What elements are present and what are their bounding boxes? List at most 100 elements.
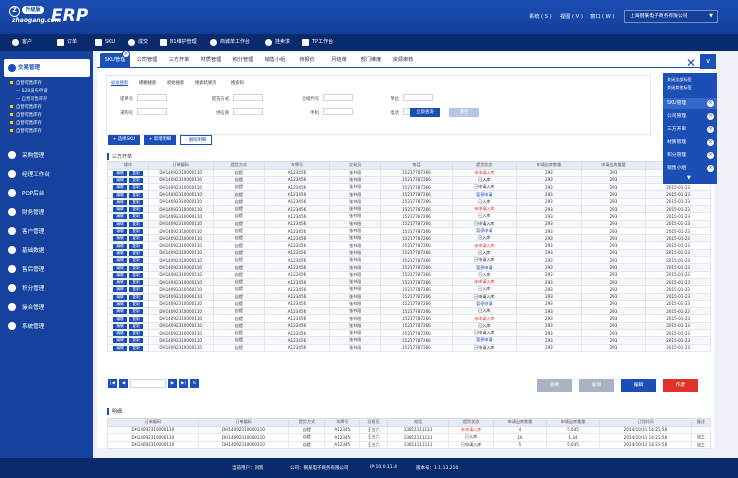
sidebar-item-points[interactable]: 积分管理 <box>8 284 44 292</box>
row-copy-button[interactable]: 复制 <box>128 243 143 249</box>
close-icon[interactable]: × <box>707 139 714 146</box>
table-row[interactable]: 编辑 复制 DH14092310000110 自提 A123456 张书阳 15217787… <box>107 219 711 228</box>
bill-no-input[interactable] <box>137 94 167 101</box>
row-edit-button[interactable]: 编辑 <box>112 338 127 344</box>
column-header[interactable]: 备注 <box>690 418 712 427</box>
reset-button[interactable]: 清空 <box>449 108 479 117</box>
row-copy-button[interactable]: 复制 <box>128 236 143 241</box>
dropdown-item[interactable]: 销售小组 × <box>663 163 717 174</box>
nav-customer[interactable]: 客户 <box>12 38 32 47</box>
row-edit-button[interactable]: 编辑 <box>112 214 127 220</box>
table-row[interactable]: 编辑 复制 DH14092310000110 自提 A123456 张书阳 15217787… <box>107 263 711 272</box>
column-header[interactable]: 订单编码 <box>197 418 290 427</box>
mobile-input[interactable] <box>323 108 353 115</box>
tab-material[interactable]: 材质管理 <box>200 57 222 63</box>
row-edit-button[interactable]: 编辑 <box>112 345 127 351</box>
select-sku-button[interactable]: + 选择SKU <box>108 135 140 145</box>
dropdown-item[interactable]: 三方开单 × <box>663 124 717 135</box>
table-row[interactable]: 编辑 复制 DH14092310000110 自提 A123456 张书阳 15217787… <box>107 329 711 338</box>
add-detail-button[interactable]: + 新增明细 <box>144 135 176 145</box>
close-icon[interactable]: × <box>707 126 714 133</box>
column-header[interactable]: 申请出库重量 <box>580 161 647 170</box>
row-copy-button[interactable]: 复制 <box>128 309 143 314</box>
row-edit-button[interactable]: 编辑 <box>112 207 127 212</box>
view-button[interactable]: 查看 <box>537 379 572 392</box>
table-row[interactable]: DH14092310000110 DH14092310000110 自提 A12345… <box>107 425 712 434</box>
sidebar-sub-item[interactable]: — 自营可售库存 <box>16 97 48 102</box>
row-edit-button[interactable]: 编辑 <box>112 301 127 307</box>
sidebar-item-customer[interactable]: 客户管理 <box>8 227 44 235</box>
row-edit-button[interactable]: 编辑 <box>112 331 127 336</box>
table-row[interactable]: 编辑 复制 DH14092310000110 自提 A123456 张书阳 15217787… <box>107 314 711 323</box>
row-edit-button[interactable]: 编辑 <box>112 199 127 205</box>
row-edit-button[interactable]: 编辑 <box>112 243 127 249</box>
row-edit-button[interactable]: 编辑 <box>112 265 127 271</box>
row-copy-button[interactable]: 复制 <box>128 185 143 190</box>
column-header[interactable]: 交易员 <box>359 418 388 427</box>
add-button[interactable]: 新增 <box>579 379 614 392</box>
close-all-icon[interactable]: ✕ <box>686 56 697 70</box>
tab-thirdparty[interactable]: 三方开单 <box>168 57 190 63</box>
row-edit-button[interactable]: 编辑 <box>112 221 127 227</box>
pickup-way-input[interactable] <box>233 94 263 101</box>
company-select[interactable]: 上海钢某电子商务有限公司 ▼ <box>624 10 718 23</box>
row-edit-button[interactable]: 编辑 <box>112 309 127 314</box>
sidebar-sub-item[interactable]: — B2B发布申请 <box>16 89 48 94</box>
column-header[interactable]: 电话 <box>380 161 453 170</box>
nav-mall[interactable]: 商城单工作台 <box>210 38 250 47</box>
close-icon[interactable]: × <box>707 165 714 172</box>
column-header[interactable]: 车牌号 <box>324 418 361 427</box>
row-copy-button[interactable]: 复制 <box>128 280 143 285</box>
row-copy-button[interactable]: 复制 <box>128 323 143 329</box>
column-header[interactable]: 订货时间 <box>598 418 692 427</box>
row-copy-button[interactable]: 复制 <box>128 207 143 212</box>
table-row[interactable]: 编辑 复制 DH14092310000110 自提 A123456 张书阳 15217787… <box>107 256 711 265</box>
search-tab-result[interactable]: 搜索结果页 <box>195 81 217 86</box>
column-header[interactable]: 申请出库数量 <box>516 161 582 170</box>
column-header[interactable]: 申请出库重量 <box>545 418 600 427</box>
table-row[interactable]: 编辑 复制 DH14092310000110 自提 A123456 张书阳 15217787… <box>107 248 711 258</box>
table-row[interactable]: 编辑 复制 DH14092310000110 自提 A123456 张书阳 15217787… <box>107 241 711 250</box>
table-row[interactable]: 编辑 复制 DH14092310000110 自提 A123456 张书阳 15217787… <box>107 168 711 177</box>
last-page-icon[interactable]: ▶| <box>179 379 188 388</box>
sidebar-item-pop[interactable]: POP后台 <box>8 189 44 197</box>
row-copy-button[interactable]: 复制 <box>128 345 143 351</box>
column-header[interactable]: 交易员 <box>328 161 382 170</box>
table-row[interactable]: 编辑 复制 DH14092310000110 自提 A123456 张书阳 15217787… <box>107 336 711 345</box>
table-row[interactable]: 编辑 复制 DH14092310000110 自提 A123456 张书阳 15217787… <box>107 307 711 316</box>
search-tab-code[interactable]: 搜索码 <box>231 81 244 86</box>
row-copy-button[interactable]: 复制 <box>128 258 143 263</box>
close-other-tabs[interactable]: 关闭其他标签 <box>667 85 692 90</box>
row-copy-button[interactable]: 复制 <box>128 294 143 300</box>
table-row[interactable]: 编辑 复制 DH14092310000110 自提 A123456 张书阳 15217787… <box>107 190 711 199</box>
tab-points[interactable]: 积分管理 <box>232 57 254 63</box>
row-edit-button[interactable]: 编辑 <box>112 185 127 190</box>
sidebar-item-ops[interactable]: 操合管理 <box>8 303 44 311</box>
table-row[interactable]: 编辑 复制 DH14092310000110 自提 A123456 张书阳 15217787… <box>107 321 711 331</box>
search-tab-standard[interactable]: 标准搜索 <box>111 81 129 86</box>
search-button[interactable]: 立即查询 <box>410 108 440 117</box>
column-header[interactable]: 提货状态 <box>448 418 494 427</box>
row-copy-button[interactable]: 复制 <box>128 250 143 256</box>
table-row[interactable]: 编辑 复制 DH14092310000110 自提 A123456 张书阳 15217787… <box>107 343 711 352</box>
table-row[interactable]: 编辑 复制 DH14092310000110 自提 A123456 张书阳 15217787… <box>107 226 711 236</box>
close-icon[interactable]: × <box>707 113 714 120</box>
column-header[interactable]: 提货状态 <box>451 161 518 170</box>
edit-button[interactable]: 编辑 <box>621 379 656 392</box>
row-edit-button[interactable]: 编辑 <box>112 316 127 322</box>
row-copy-button[interactable]: 复制 <box>128 192 143 198</box>
table-row[interactable]: 编辑 复制 DH14092310000110 自提 A123456 张书阳 15217787… <box>107 292 711 301</box>
row-copy-button[interactable]: 复制 <box>128 316 143 322</box>
tab-monthly[interactable]: 月结单 <box>331 57 347 63</box>
row-copy-button[interactable]: 复制 <box>128 265 143 271</box>
close-icon[interactable]: × <box>707 152 714 159</box>
column-header[interactable]: 电话 <box>386 418 450 427</box>
row-edit-button[interactable]: 编辑 <box>112 294 127 300</box>
column-header[interactable]: 操作 <box>107 161 149 170</box>
column-header[interactable]: 订单编码 <box>147 161 214 170</box>
close-all-tabs[interactable]: 关闭全部标签 <box>667 77 692 82</box>
row-edit-button[interactable]: 编辑 <box>112 229 127 234</box>
table-row[interactable]: 编辑 复制 DH14092310000110 自提 A123456 张书阳 15217787… <box>107 212 711 221</box>
nav-order[interactable]: 订单 <box>57 38 77 47</box>
tab-resource[interactable]: 资源审核 <box>392 57 414 63</box>
